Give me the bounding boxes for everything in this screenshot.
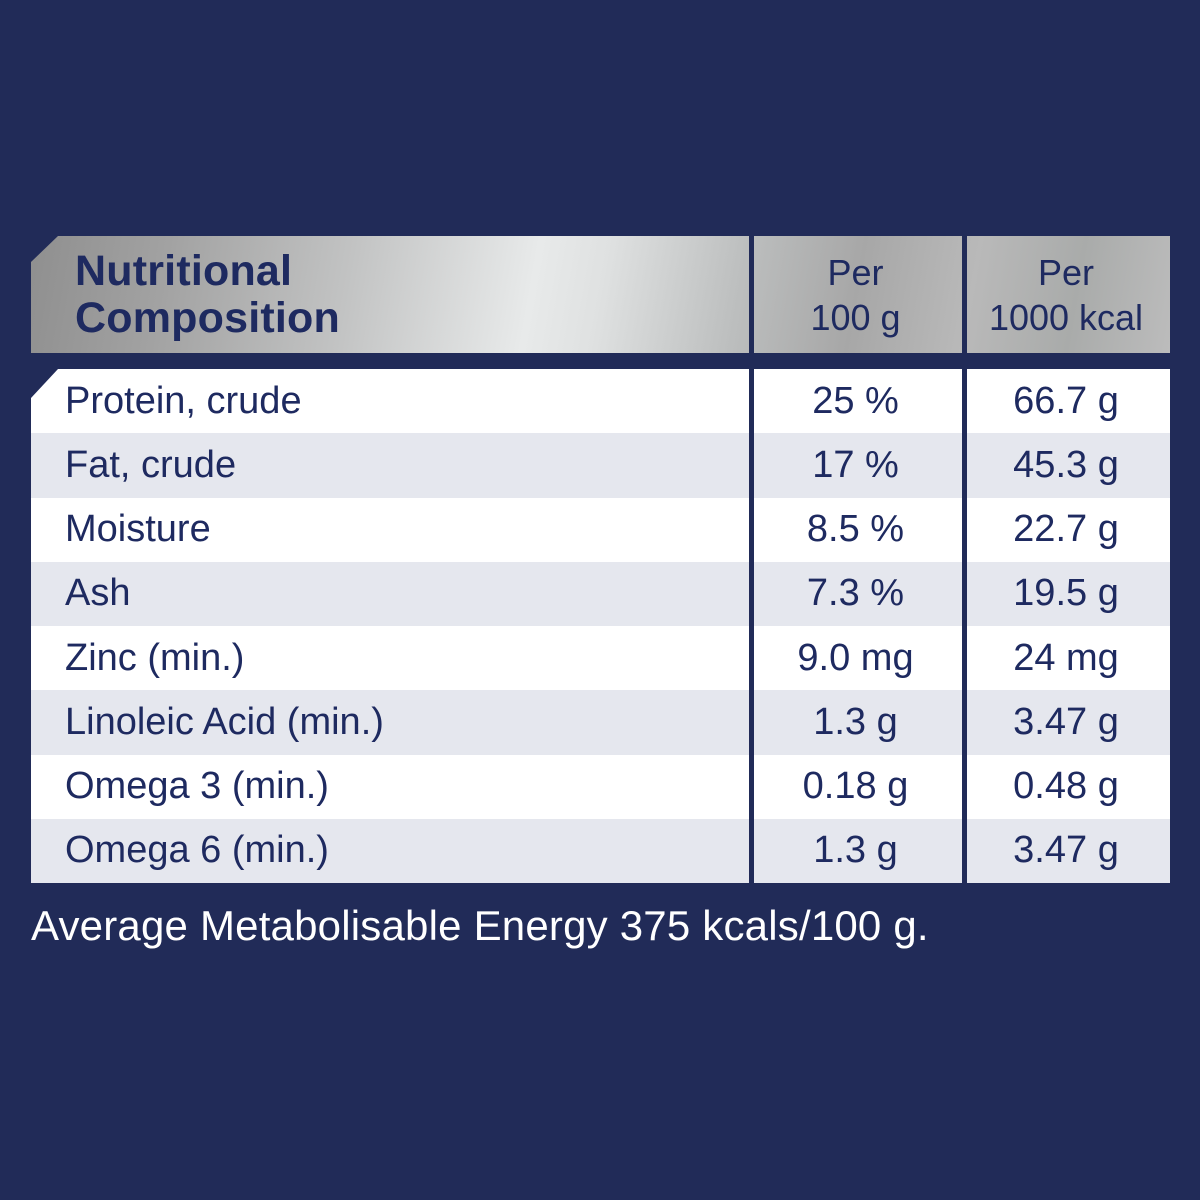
table-body: Protein, crude 25 % 66.7 g Fat, crude 17… [31,369,1170,883]
table-title-line1: Nutritional [75,246,293,295]
row-label: Moisture [65,508,211,551]
row-value-per-100g: 1.3 g [813,829,898,872]
row-value-per-100g: 0.18 g [802,765,909,808]
row-value-per-100g: 25 % [812,379,899,422]
table-title-line2: Composition [75,293,340,342]
table-row: Omega 6 (min.) 1.3 g 3.47 g [31,818,1170,883]
row-label: Ash [65,572,131,615]
row-label: Zinc (min.) [65,636,245,679]
footer-note: Average Metabolisable Energy 375 kcals/1… [31,902,929,949]
row-value-per-100g: 9.0 mg [797,636,914,679]
table-row: Protein, crude 25 % 66.7 g [31,369,1170,434]
table-row: Zinc (min.) 9.0 mg 24 mg [31,626,1170,691]
column-separator [962,236,967,883]
row-value-per-1000kcal: 19.5 g [1013,572,1119,615]
row-label: Linoleic Acid (min.) [65,700,384,743]
row-value-per-1000kcal: 3.47 g [1013,700,1119,743]
row-value-per-1000kcal: 0.48 g [1013,765,1119,808]
table-title: Nutritional Composition [31,246,749,342]
table-row: Ash 7.3 % 19.5 g [31,561,1170,626]
row-value-per-100g: 17 % [812,443,899,486]
column-header-per-1000kcal: Per 1000 kcal [988,251,1144,338]
row-value-per-1000kcal: 66.7 g [1013,379,1119,422]
row-value-per-1000kcal: 45.3 g [1013,443,1119,486]
row-value-per-100g: 1.3 g [813,700,898,743]
row-label: Fat, crude [65,443,237,486]
table-row: Moisture 8.5 % 22.7 g [31,497,1170,562]
row-label: Protein, crude [65,379,302,422]
table-header: Nutritional Composition Per 100 g Per 10… [31,236,1170,353]
row-value-per-100g: 8.5 % [806,508,905,551]
nutrition-panel: Nutritional Composition Per 100 g Per 10… [31,236,1170,883]
table-row: Fat, crude 17 % 45.3 g [31,433,1170,498]
row-value-per-1000kcal: 3.47 g [1013,829,1119,872]
table-row: Linoleic Acid (min.) 1.3 g 3.47 g [31,690,1170,755]
table-row: Omega 3 (min.) 0.18 g 0.48 g [31,754,1170,819]
row-label: Omega 6 (min.) [65,829,329,872]
row-value-per-1000kcal: 24 mg [1013,636,1119,679]
row-label: Omega 3 (min.) [65,765,329,808]
column-separator [749,236,754,883]
row-value-per-100g: 7.3 % [806,572,905,615]
row-value-per-1000kcal: 22.7 g [1013,508,1119,551]
column-header-per-100g: Per 100 g [810,251,901,338]
